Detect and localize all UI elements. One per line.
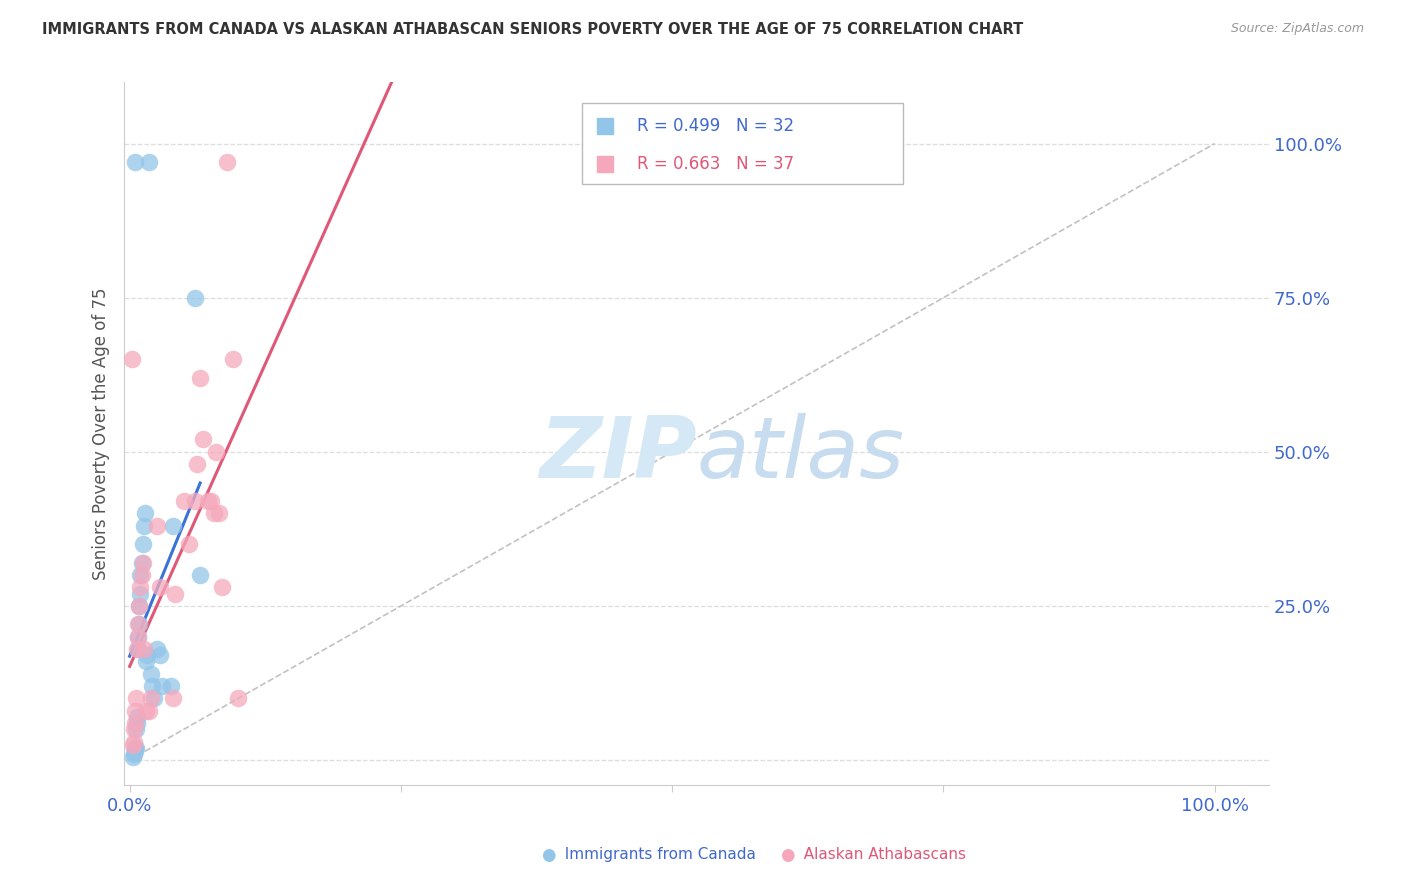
Text: Alaskan Athabascans: Alaskan Athabascans — [794, 847, 966, 862]
Point — [226, 691, 249, 706]
Point — [122, 747, 145, 761]
Point — [146, 518, 169, 533]
Text: IMMIGRANTS FROM CANADA VS ALASKAN ATHABASCAN SENIORS POVERTY OVER THE AGE OF 75 : IMMIGRANTS FROM CANADA VS ALASKAN ATHABA… — [42, 22, 1024, 37]
Point — [211, 581, 233, 595]
Point — [135, 655, 157, 669]
Point — [188, 371, 211, 385]
Point — [132, 518, 155, 533]
Point — [188, 568, 211, 582]
Point — [121, 352, 143, 367]
Point — [128, 599, 150, 613]
Point — [141, 691, 163, 706]
Point — [122, 750, 145, 764]
Point — [129, 581, 152, 595]
Point — [129, 568, 152, 582]
Point — [141, 679, 163, 693]
Point — [127, 642, 149, 657]
Point — [142, 691, 165, 706]
Point — [122, 734, 145, 748]
Point — [128, 617, 150, 632]
Point — [135, 704, 157, 718]
Point — [162, 691, 184, 706]
Point — [131, 568, 153, 582]
Point — [165, 587, 187, 601]
Text: ZIP: ZIP — [538, 413, 696, 496]
Point — [197, 494, 219, 508]
Point — [129, 587, 152, 601]
Text: Source: ZipAtlas.com: Source: ZipAtlas.com — [1230, 22, 1364, 36]
Point — [207, 507, 229, 521]
Point — [202, 507, 225, 521]
Point — [132, 642, 155, 657]
Text: Immigrants from Canada: Immigrants from Canada — [555, 847, 756, 862]
Point — [200, 494, 222, 508]
Point — [125, 723, 148, 737]
Point — [149, 581, 172, 595]
Point — [186, 457, 208, 471]
Point — [141, 666, 163, 681]
Point — [149, 648, 172, 663]
Point — [146, 642, 169, 657]
Text: ●: ● — [780, 846, 794, 863]
Point — [217, 155, 239, 169]
Point — [131, 537, 153, 551]
Y-axis label: Seniors Poverty Over the Age of 75: Seniors Poverty Over the Age of 75 — [93, 287, 110, 580]
Point — [124, 704, 146, 718]
Point — [124, 716, 146, 731]
Point — [193, 433, 215, 447]
Point — [127, 642, 149, 657]
Point — [122, 738, 145, 752]
Text: R = 0.499   N = 32: R = 0.499 N = 32 — [637, 117, 794, 135]
Point — [127, 630, 149, 644]
Point — [125, 740, 148, 755]
Point — [138, 704, 160, 718]
Text: atlas: atlas — [696, 413, 904, 496]
Point — [162, 518, 184, 533]
Point — [179, 537, 201, 551]
Point — [184, 291, 207, 305]
Point — [131, 556, 153, 570]
Point — [127, 710, 149, 724]
Point — [134, 507, 156, 521]
Point — [136, 648, 159, 663]
Point — [131, 556, 153, 570]
FancyBboxPatch shape — [582, 103, 903, 184]
Point — [127, 716, 149, 731]
Point — [184, 494, 207, 508]
Point — [160, 679, 183, 693]
Point — [138, 155, 160, 169]
Text: ●: ● — [541, 846, 555, 863]
Point — [173, 494, 195, 508]
Point — [125, 691, 148, 706]
Text: R = 0.663   N = 37: R = 0.663 N = 37 — [637, 154, 794, 173]
Point — [205, 445, 228, 459]
Point — [124, 155, 146, 169]
Point — [124, 740, 146, 755]
Point — [127, 617, 149, 632]
Point — [222, 352, 245, 367]
Point — [124, 744, 146, 758]
Point — [122, 723, 145, 737]
Point — [150, 679, 173, 693]
Point — [127, 630, 149, 644]
Point — [128, 599, 150, 613]
